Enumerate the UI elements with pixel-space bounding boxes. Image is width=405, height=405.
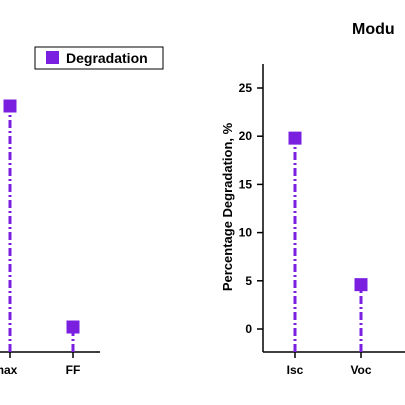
y-tick-label-25: 25 xyxy=(239,81,253,95)
left-marker-0 xyxy=(3,99,17,113)
right-y-ticks: 0 5 10 15 20 25 xyxy=(239,81,263,336)
right-panel: Modu 0 5 10 15 20 25 Isc Voc Percentage Degra… xyxy=(220,21,405,377)
left-marker-1 xyxy=(66,320,80,334)
legend-marker xyxy=(46,51,59,64)
marker-voc xyxy=(354,278,368,292)
y-tick-label-5: 5 xyxy=(245,274,252,288)
right-series xyxy=(288,131,368,352)
right-tick-label-isc: Isc xyxy=(287,363,304,377)
y-tick-label-15: 15 xyxy=(239,177,253,191)
marker-isc xyxy=(288,131,302,145)
right-tick-label-voc: Voc xyxy=(350,363,371,377)
legend-label: Degradation xyxy=(66,50,148,66)
left-series xyxy=(3,99,80,352)
y-tick-label-0: 0 xyxy=(245,322,252,336)
chart-title: Modu xyxy=(352,21,395,38)
legend: Degradation xyxy=(34,46,164,70)
left-tick-label-rmax: rmax xyxy=(0,363,18,377)
left-tick-label-ff: FF xyxy=(66,363,81,377)
y-axis-title: Percentage Degradation, % xyxy=(220,122,235,291)
left-panel: rmax FF Degradation xyxy=(0,46,164,377)
legend-box xyxy=(34,46,164,70)
y-tick-label-20: 20 xyxy=(239,129,253,143)
y-tick-label-10: 10 xyxy=(239,226,253,240)
